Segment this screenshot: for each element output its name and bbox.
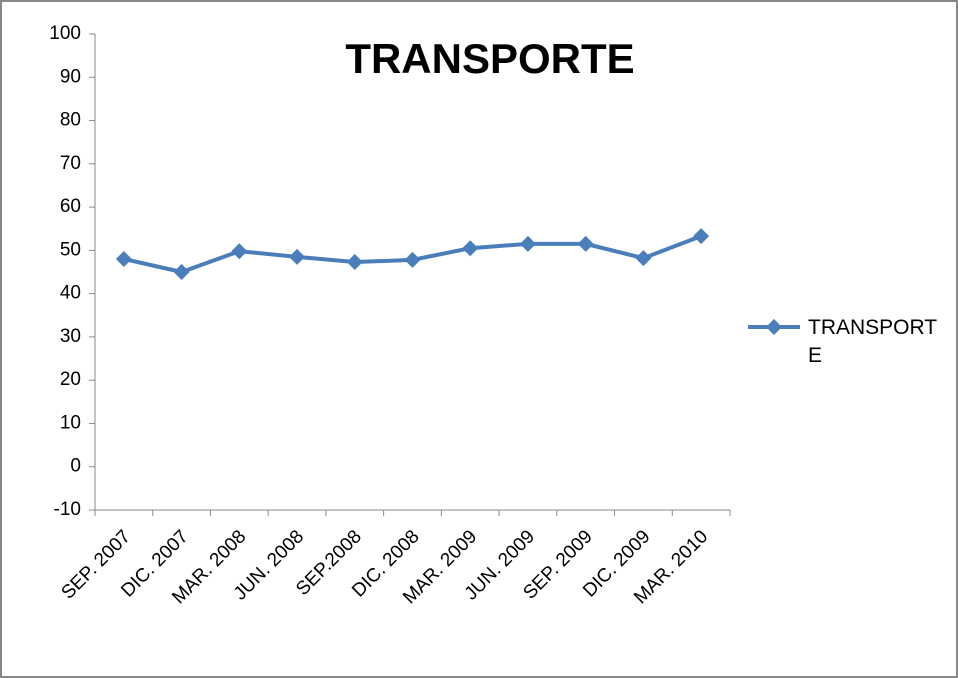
marker <box>115 251 132 268</box>
marker <box>519 235 536 252</box>
marker <box>173 264 190 280</box>
marker <box>346 254 363 271</box>
marker <box>289 248 306 265</box>
y-tick-label: 60 <box>60 196 81 217</box>
y-tick-label: 100 <box>49 23 81 44</box>
y-tick-label: 80 <box>60 110 81 131</box>
y-tick-label: 30 <box>60 326 81 347</box>
marker <box>231 243 248 260</box>
y-tick-label: -10 <box>54 499 81 520</box>
y-tick-label: 70 <box>60 153 81 174</box>
y-tick-label: 50 <box>60 239 81 260</box>
y-tick-label: 0 <box>70 456 81 477</box>
marker <box>635 250 652 267</box>
legend-marker <box>766 319 782 335</box>
marker <box>693 228 710 245</box>
y-tick-label: 10 <box>60 412 81 433</box>
y-tick-label: 40 <box>60 283 81 304</box>
marker <box>462 240 479 257</box>
marker <box>577 235 594 252</box>
marker <box>404 251 421 268</box>
legend-label: TRANSPORTE <box>808 316 938 367</box>
chart-title: TRANSPORTE <box>345 35 634 82</box>
y-tick-label: 20 <box>60 369 81 390</box>
y-tick-label: 90 <box>60 66 81 87</box>
